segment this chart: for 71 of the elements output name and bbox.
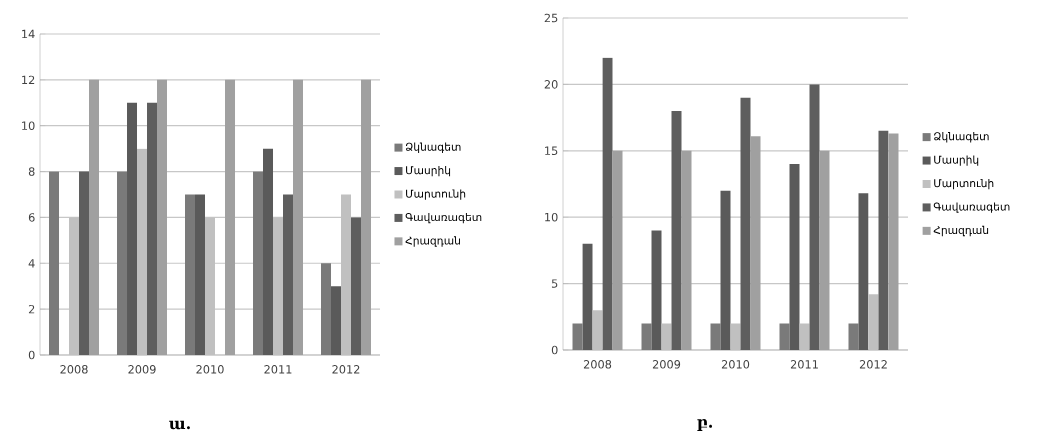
bar (572, 323, 583, 350)
legend-label: Գավառագետ (405, 212, 482, 224)
y-tick-label: 15 (545, 146, 558, 156)
bar (137, 148, 148, 355)
bar (651, 230, 662, 350)
bar (273, 217, 284, 355)
bar (779, 323, 790, 350)
bar (351, 217, 361, 355)
x-tick-label: 2012 (859, 360, 887, 369)
legend-label: Մասրիկ (406, 166, 451, 177)
bar (809, 84, 820, 350)
bar (799, 323, 810, 350)
bar (283, 194, 294, 355)
bar (878, 130, 889, 350)
bar (147, 102, 158, 355)
bar (868, 294, 879, 350)
x-tick-label: 2008 (60, 365, 88, 374)
x-tick-label: 2012 (332, 365, 360, 374)
bar (321, 263, 332, 355)
bar (582, 243, 593, 350)
y-tick-label: 6 (28, 213, 35, 222)
bar (127, 102, 138, 355)
bar (263, 148, 274, 355)
y-tick-label: 2 (28, 304, 35, 314)
y-tick-label: 0 (28, 350, 35, 360)
bar (331, 286, 342, 355)
x-tick-label: 2008 (583, 360, 612, 369)
y-tick-label: 5 (551, 279, 558, 288)
y-tick-label: 4 (28, 259, 35, 268)
legend-label: Հրազդան (405, 236, 460, 247)
legend-label: Մասրիկ (934, 155, 979, 166)
text: ա. (169, 420, 190, 430)
bar (253, 171, 263, 355)
y-tick-label: 10 (545, 212, 558, 222)
legend-label: Ձկնագետ (934, 132, 989, 143)
y-tick-label: 0 (551, 345, 558, 355)
x-tick-label: 2009 (128, 365, 156, 374)
bar (858, 193, 869, 350)
y-tick-label: 10 (22, 121, 35, 130)
legend-label: Մարտունի (934, 178, 994, 190)
bar (720, 190, 731, 350)
y-tick-label: 14 (22, 29, 35, 39)
x-tick-label: 2011 (264, 365, 292, 374)
x-tick-label: 2010 (721, 360, 750, 369)
bar (740, 97, 751, 350)
bar (79, 171, 90, 355)
x-tick-label: 2011 (790, 360, 818, 369)
bar (49, 171, 60, 355)
legend-label: Մարտունի (406, 189, 466, 200)
bar (117, 171, 128, 355)
x-tick-label: 2010 (196, 365, 224, 374)
bar (592, 310, 603, 350)
bar (195, 194, 206, 355)
y-tick-label: 25 (544, 13, 558, 23)
bar (710, 323, 721, 350)
legend-label: Ձկնագետ (406, 142, 461, 153)
bar (641, 323, 652, 350)
bar (789, 164, 800, 350)
bar (661, 323, 672, 350)
bar (185, 194, 196, 355)
bar (848, 323, 859, 350)
y-tick-label: 8 (28, 167, 35, 176)
bar (602, 57, 613, 350)
text: բ. (697, 419, 713, 431)
x-tick-label: 2009 (652, 360, 681, 369)
legend-label: Հրազդան (933, 225, 989, 237)
y-tick-label: 12 (22, 75, 35, 85)
legend-label: Գավառագետ (933, 202, 1010, 213)
y-tick-label: 20 (544, 80, 558, 89)
bar (671, 110, 682, 350)
bar (730, 323, 741, 350)
